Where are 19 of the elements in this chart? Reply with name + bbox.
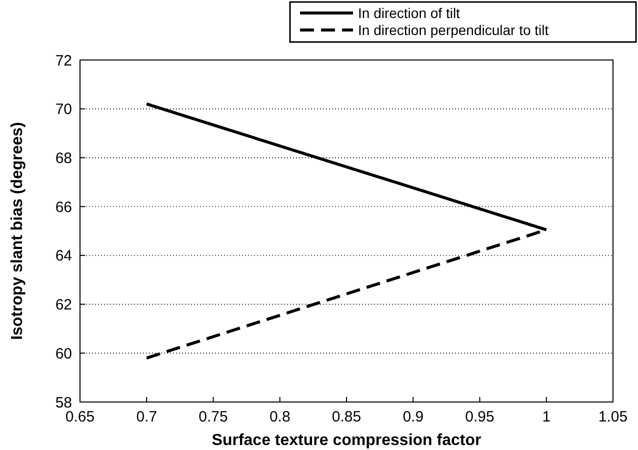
x-tick-label: 1.05 (598, 408, 628, 426)
y-axis-title: Isotropy slant bias (degrees) (9, 122, 26, 340)
y-tick-label: 72 (55, 52, 72, 70)
y-tick-label: 60 (55, 345, 72, 362)
x-tick-label: 0.75 (198, 408, 228, 426)
y-tick-label: 66 (55, 198, 72, 216)
y-tick-label: 62 (55, 296, 72, 314)
x-tick-label: 0.9 (402, 408, 424, 426)
x-tick-label: 0.95 (465, 408, 494, 426)
y-tick-label: 70 (55, 101, 72, 118)
x-tick-label: 0.7 (136, 408, 158, 426)
legend-label: In direction of tilt (358, 4, 460, 21)
x-tick-label: 0.8 (269, 408, 290, 426)
x-axis-title: Surface texture compression factor (212, 432, 482, 449)
y-tick-label: 64 (55, 248, 72, 265)
x-tick-label: 1 (542, 408, 551, 426)
y-tick-label: 68 (55, 150, 72, 167)
x-tick-label: 0.85 (332, 408, 362, 426)
legend-label: In direction perpendicular to tilt (358, 22, 549, 38)
